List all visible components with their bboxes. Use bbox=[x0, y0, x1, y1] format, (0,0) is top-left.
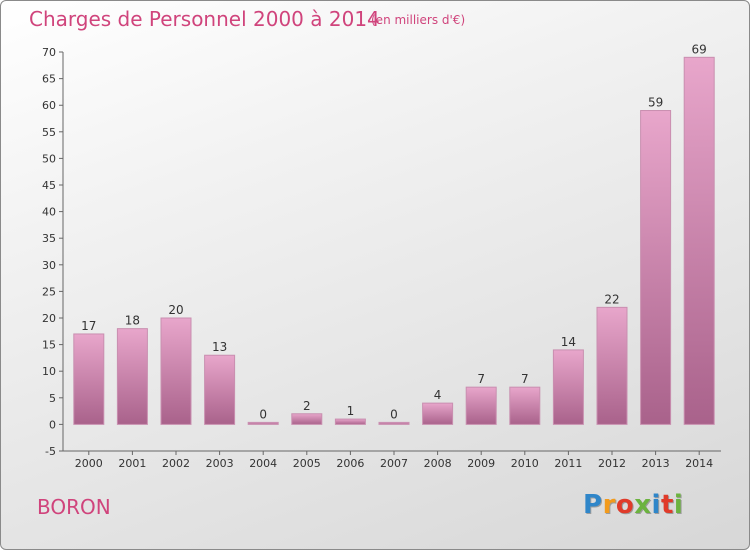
data-label: 1 bbox=[347, 404, 355, 418]
bar[interactable] bbox=[291, 413, 323, 425]
proxiti-logo[interactable]: Proxiti bbox=[583, 490, 683, 520]
data-label: 14 bbox=[561, 335, 576, 349]
y-tick-label: 45 bbox=[42, 179, 56, 192]
bar[interactable] bbox=[204, 354, 236, 425]
data-label: 18 bbox=[125, 314, 140, 328]
bar[interactable] bbox=[160, 317, 192, 425]
bars bbox=[73, 56, 715, 425]
data-label: 20 bbox=[168, 303, 183, 317]
x-tick-label: 2012 bbox=[598, 457, 626, 470]
data-label: 17 bbox=[81, 319, 96, 333]
logo-letter: i bbox=[651, 490, 661, 520]
data-label: 4 bbox=[434, 388, 442, 402]
x-tick-label: 2007 bbox=[380, 457, 408, 470]
commune-name: BORON bbox=[37, 495, 111, 519]
data-label: 13 bbox=[212, 340, 227, 354]
bar[interactable] bbox=[247, 421, 279, 425]
y-tick-label: 5 bbox=[49, 392, 56, 405]
data-label: 0 bbox=[259, 407, 267, 421]
x-tick-label: 2003 bbox=[206, 457, 234, 470]
bar[interactable] bbox=[640, 110, 672, 425]
y-tick-label: 40 bbox=[42, 206, 56, 219]
bar[interactable] bbox=[509, 386, 541, 425]
bar[interactable] bbox=[116, 328, 148, 425]
y-tick-label: 15 bbox=[42, 339, 56, 352]
y-tick-label: 30 bbox=[42, 259, 56, 272]
unit-label: (en milliers d'€) bbox=[371, 13, 466, 27]
bar[interactable] bbox=[73, 333, 105, 425]
bar[interactable] bbox=[683, 56, 715, 425]
y-tick-label: 20 bbox=[42, 312, 56, 325]
chart-title: Charges de Personnel 2000 à 2014 bbox=[29, 7, 380, 31]
x-tick-label: 2002 bbox=[162, 457, 190, 470]
y-tick-label: 50 bbox=[42, 152, 56, 165]
bar[interactable] bbox=[465, 386, 497, 425]
x-tick-label: 2013 bbox=[642, 457, 670, 470]
bar[interactable] bbox=[422, 402, 454, 425]
x-tick-label: 2004 bbox=[249, 457, 277, 470]
data-label: 7 bbox=[477, 372, 485, 386]
data-label: 0 bbox=[390, 407, 398, 421]
x-tick-label: 2000 bbox=[75, 457, 103, 470]
x-tick-label: 2010 bbox=[511, 457, 539, 470]
y-tick-label: -5 bbox=[45, 445, 56, 458]
x-tick-label: 2014 bbox=[685, 457, 713, 470]
y-tick-label: 0 bbox=[49, 418, 56, 431]
bar[interactable] bbox=[552, 349, 584, 425]
data-label: 69 bbox=[692, 42, 707, 56]
data-labels: 17 18 20 13 0 2 1 0 4 7 7 14 22 59 69 bbox=[81, 42, 707, 421]
data-label: 22 bbox=[604, 292, 619, 306]
logo-letter: i bbox=[673, 490, 684, 520]
logo-letter: r bbox=[602, 490, 616, 520]
logo-letter: P bbox=[583, 490, 603, 520]
x-tick-label: 2009 bbox=[467, 457, 495, 470]
y-tick-label: 65 bbox=[42, 73, 56, 86]
x-tick-label: 2001 bbox=[118, 457, 146, 470]
y-tick-label: 25 bbox=[42, 285, 56, 298]
y-tick-label: 55 bbox=[42, 126, 56, 139]
logo-letter: t bbox=[660, 490, 674, 520]
x-tick-label: 2011 bbox=[554, 457, 582, 470]
y-tick-label: 35 bbox=[42, 232, 56, 245]
logo-letter: x bbox=[634, 490, 652, 520]
data-label: 7 bbox=[521, 372, 529, 386]
x-tick-label: 2008 bbox=[424, 457, 452, 470]
y-tick-label: 70 bbox=[42, 46, 56, 59]
bar[interactable] bbox=[334, 418, 366, 425]
y-tick-label: 10 bbox=[42, 365, 56, 378]
data-label: 59 bbox=[648, 96, 663, 110]
logo-letter: o bbox=[615, 490, 635, 520]
bar[interactable] bbox=[596, 306, 628, 425]
x-tick-label: 2006 bbox=[336, 457, 364, 470]
x-tick-label: 2005 bbox=[293, 457, 321, 470]
data-label: 2 bbox=[303, 399, 311, 413]
bar[interactable] bbox=[378, 421, 410, 425]
y-tick-label: 60 bbox=[42, 99, 56, 112]
